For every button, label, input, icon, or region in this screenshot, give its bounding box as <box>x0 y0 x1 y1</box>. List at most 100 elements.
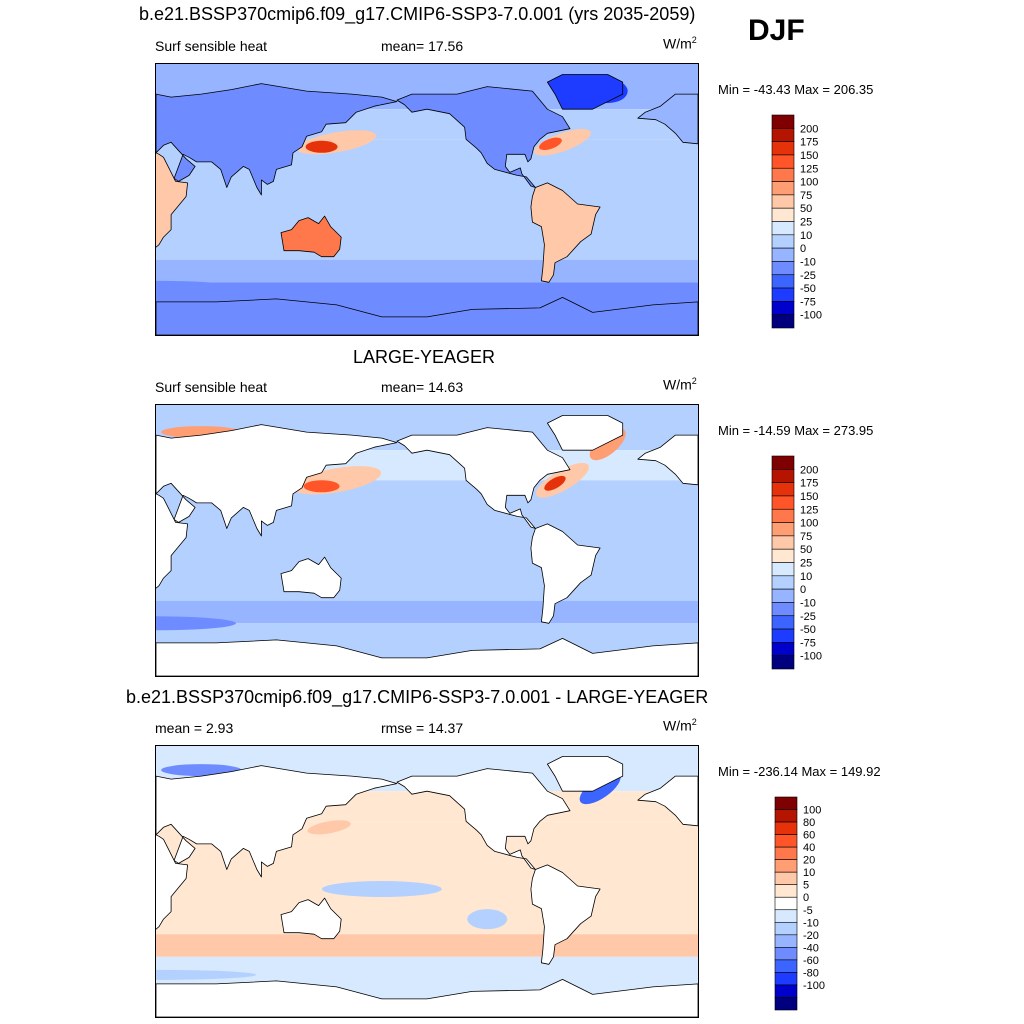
colorbar-model-box-12 <box>771 274 795 289</box>
colorbar-diff-tick-label: 80 <box>803 817 815 829</box>
panel-3-minmax: Min = -236.14 Max = 149.92 <box>718 764 881 779</box>
colorbar-diff-box-13 <box>774 959 798 973</box>
top-panel-title: b.e21.BSSP370cmip6.f09_g17.CMIP6-SSP3-7.… <box>139 4 696 24</box>
diff-feature-5 <box>467 909 508 930</box>
diff-coast-namerica <box>396 768 571 870</box>
colorbar-diff-box-0 <box>774 796 798 810</box>
colorbar-model-box-6 <box>771 194 795 209</box>
colorbar-diff-box-8 <box>774 896 798 911</box>
map-plot-obs <box>156 405 698 676</box>
panel-2-minmax: Min = -14.59 Max = 273.95 <box>718 423 874 438</box>
colorbar-diff-tick-label: -5 <box>803 905 813 917</box>
colorbar-diff-box-4 <box>774 846 798 860</box>
colorbar-model-tick-label: -25 <box>800 270 816 282</box>
colorbar-model-box-14 <box>771 301 795 315</box>
middle-panel-title: LARGE-YEAGER <box>353 347 496 367</box>
colorbar-obs-box-13 <box>771 628 795 643</box>
colorbar-diff-box-5 <box>774 859 798 873</box>
colorbar-diff-tick-label: 100 <box>803 805 821 817</box>
colorbar-model-tick-label: 50 <box>800 203 812 215</box>
colorbar-obs-box-15 <box>771 655 795 670</box>
colorbar-model-box-5 <box>771 181 795 196</box>
colorbar-diff-box-12 <box>774 947 798 961</box>
model-coast-europe <box>637 93 698 145</box>
colorbar-model-tick-label: 0 <box>800 243 806 255</box>
model-coast-samerica <box>530 182 601 283</box>
panel-2-mean: mean= 14.63 <box>381 379 464 395</box>
diff-coast-australia <box>280 897 342 940</box>
colorbar-model-box-2 <box>771 141 795 156</box>
colorbar-model-box-1 <box>771 128 795 142</box>
model-coast-antarctica <box>156 297 698 335</box>
obs-feature-3 <box>544 475 566 491</box>
colorbar-diff-tick-label: 10 <box>803 867 815 879</box>
colorbar-model-tick-label: -50 <box>800 283 816 295</box>
model-feature-5 <box>156 280 236 293</box>
colorbar-diff-tick-label: 5 <box>803 880 809 892</box>
diff-feature-6 <box>156 969 256 980</box>
colorbar-obs-tick-label: 175 <box>800 478 818 490</box>
colorbar-diff-box-15 <box>774 984 798 998</box>
panel-3-rmse: rmse = 14.37 <box>381 720 464 736</box>
colorbar-diff-tick-label: -40 <box>803 942 819 954</box>
map-plot-model <box>156 64 698 335</box>
colorbar-obs: 200 175 150 125 100 75 50 25 10 0 -10 -25 -50 -75 -100 <box>771 455 872 670</box>
colorbar-obs-tick-label: 25 <box>800 558 812 570</box>
colorbar-diff-tick-label: 20 <box>803 855 815 867</box>
diff-coast-greenland <box>547 756 624 792</box>
colorbar-diff-box-16 <box>774 997 798 1011</box>
obs-feature-1 <box>303 480 340 493</box>
colorbar-model-tick-label: -10 <box>800 256 816 268</box>
diff-feature-4 <box>321 881 442 898</box>
colorbar-model-tick-label: 25 <box>800 217 812 229</box>
colorbar-obs-box-9 <box>771 575 795 590</box>
model-band-3 <box>156 259 698 283</box>
colorbar-obs-tick-label: 125 <box>800 504 818 516</box>
panel-3-mean: mean = 2.93 <box>155 720 234 736</box>
colorbar-model-tick-label: 10 <box>800 230 812 242</box>
colorbar-obs-box-5 <box>771 522 795 537</box>
colorbar-model-tick-label: 150 <box>800 150 818 162</box>
colorbar-obs-tick-label: 50 <box>800 544 812 556</box>
colorbar-model-box-8 <box>771 221 795 236</box>
colorbar-obs-box-11 <box>771 602 795 617</box>
colorbar-obs-tick-label: 10 <box>800 571 812 583</box>
model-coast-namerica <box>396 86 571 188</box>
model-coast-australia <box>280 215 342 258</box>
bottom-panel-title: b.e21.BSSP370cmip6.f09_g17.CMIP6-SSP3-7.… <box>126 687 709 707</box>
colorbar-diff-box-10 <box>774 921 798 936</box>
colorbar-obs-tick-label: 100 <box>800 518 818 530</box>
map-panel-obs <box>155 404 699 677</box>
obs-coast-africa <box>156 493 188 589</box>
season-label: DJF <box>748 14 805 47</box>
colorbar-model-tick-label: 75 <box>800 190 812 202</box>
obs-coast-namerica <box>396 427 571 529</box>
model-feature-3 <box>539 137 562 151</box>
colorbar-diff-tick-label: 0 <box>803 892 809 904</box>
panel-2-variable: Surf sensible heat <box>155 379 268 395</box>
colorbar-obs-tick-label: -75 <box>800 637 816 649</box>
map-panel-diff <box>155 745 699 1018</box>
colorbar-obs-box-14 <box>771 642 795 656</box>
colorbar-obs-box-1 <box>771 469 795 483</box>
colorbar-diff-tick-label: 40 <box>803 842 815 854</box>
obs-coast-samerica <box>530 523 601 624</box>
colorbar-model-box-4 <box>771 167 795 182</box>
colorbar-diff-box-3 <box>774 834 798 848</box>
colorbar-model-box-13 <box>771 287 795 302</box>
colorbar-model-tick-label: 175 <box>800 137 818 149</box>
panel-2-unit: W/m2 <box>663 376 697 393</box>
colorbar-model-box-7 <box>771 207 795 222</box>
colorbar-obs-tick-label: 150 <box>800 491 818 503</box>
obs-coast-greenland <box>547 415 624 451</box>
colorbar-model-box-10 <box>771 247 795 262</box>
panel-1-variable: Surf sensible heat <box>155 38 268 54</box>
colorbar-diff-tick-label: -80 <box>803 967 819 979</box>
colorbar-obs-tick-label: 200 <box>800 464 818 476</box>
obs-coast-australia <box>280 556 342 599</box>
colorbar-diff-tick-label: -10 <box>803 917 819 929</box>
model-coast-africa <box>156 152 188 248</box>
colorbar-diff-box-6 <box>774 871 798 886</box>
